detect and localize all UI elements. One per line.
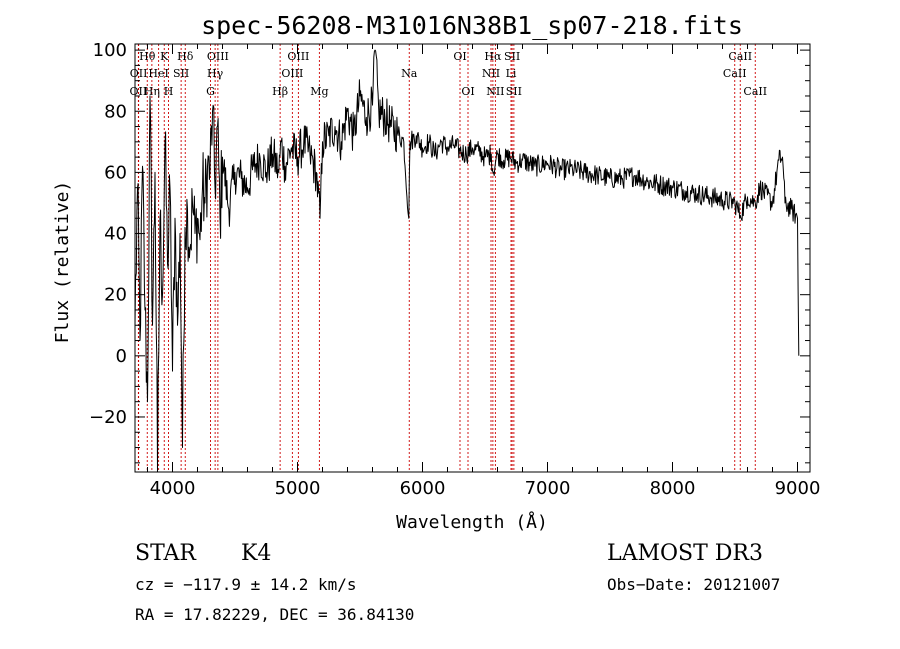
plot-frame (134, 43, 811, 473)
line-label-h-6: H (164, 85, 174, 98)
observation-date: Obs−Date: 20121007 (607, 575, 780, 594)
object-class: STAR (135, 541, 197, 566)
line-label-oi-17: OI (453, 50, 466, 63)
line-label-oii-0: OII (130, 85, 148, 98)
line-label-hγ-10: Hγ (207, 67, 224, 80)
emission-line-labels: OII OII Hθ Hη HeI K H SII Hδ G Hγ OIII Hβ OIII OIII Mg N… (130, 50, 768, 98)
redshift-velocity: cz = −117.9 ± 14.2 km/s (135, 575, 357, 594)
line-label-oiii-14: OIII (287, 50, 309, 63)
y-tick-label-20: 20 (104, 285, 127, 306)
axis-ticks: 4000 5000 6000 7000 8000 9000 −20 0 20 40 60 80 100 (89, 40, 820, 499)
x-tick-label-9000: 9000 (775, 478, 821, 499)
object-subclass: K4 (241, 541, 271, 566)
line-label-hei-4: HeI (148, 67, 168, 80)
line-label-sii-24: SII (506, 85, 522, 98)
survey-name: LAMOST DR3 (607, 541, 763, 566)
sky-coordinates: RA = 17.82229, DEC = 36.84130 (135, 605, 414, 624)
x-axis-label: Wavelength (Å) (396, 511, 548, 533)
y-tick-label-40: 40 (104, 224, 127, 245)
line-label-caii-27: CaII (743, 85, 767, 98)
line-label-hδ-8: Hδ (177, 50, 194, 63)
chart-title: spec-56208-M31016N38B1_sp07-218.fits (201, 11, 743, 40)
x-tick-label-8000: 8000 (650, 478, 696, 499)
line-label-hθ-2: Hθ (139, 50, 156, 63)
line-label-nii-19: NII (482, 67, 500, 80)
line-label-hα-20: Hα (484, 50, 502, 63)
x-tick-label-4000: 4000 (150, 478, 196, 499)
spectrum-line (134, 49, 800, 473)
line-label-mg-15: Mg (310, 85, 328, 98)
line-label-li-22: Li (506, 67, 517, 80)
x-tick-label-6000: 6000 (400, 478, 446, 499)
y-tick-label-0: 0 (116, 346, 127, 367)
y-tick-label-80: 80 (104, 101, 127, 122)
y-axis-label: Flux (relative) (52, 181, 73, 344)
line-label-hβ-12: Hβ (272, 85, 288, 98)
line-label-caii-25: CaII (723, 67, 747, 80)
line-label-oii-1: OII (130, 67, 148, 80)
y-tick-label--20: −20 (89, 407, 127, 428)
line-label-na-16: Na (401, 67, 418, 80)
spectrum-series (134, 49, 800, 473)
y-tick-label-100: 100 (93, 40, 127, 61)
line-label-caii-26: CaII (728, 50, 752, 63)
line-label-nii-21: NII (486, 85, 504, 98)
y-tick-label-60: 60 (104, 162, 127, 183)
line-label-g-9: G (206, 85, 215, 98)
line-label-hη-3: Hη (144, 85, 160, 98)
plot-border (134, 43, 811, 473)
x-tick-label-7000: 7000 (525, 478, 571, 499)
line-label-sii-23: SII (504, 50, 520, 63)
line-label-oiii-13: OIII (281, 67, 303, 80)
line-label-oi-18: OI (461, 85, 474, 98)
line-label-k-5: K (160, 50, 169, 63)
line-label-oiii-11: OIII (207, 50, 229, 63)
x-tick-label-5000: 5000 (275, 478, 321, 499)
emission-line-markers (137, 44, 756, 472)
line-label-sii-7: SII (173, 67, 189, 80)
